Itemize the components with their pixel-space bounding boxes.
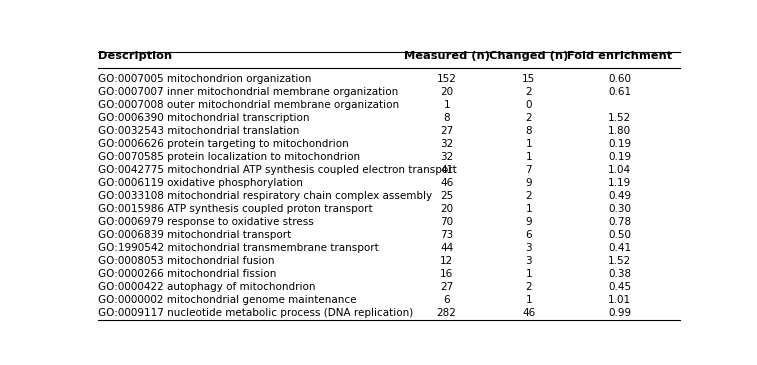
Text: 0.19: 0.19 [608,152,631,162]
Text: Changed (n): Changed (n) [489,51,569,61]
Text: 2: 2 [525,282,532,292]
Text: 0.19: 0.19 [608,139,631,149]
Text: 0.41: 0.41 [608,243,631,253]
Text: 1.80: 1.80 [608,126,631,136]
Text: GO:0000002 mitochondrial genome maintenance: GO:0000002 mitochondrial genome maintena… [98,295,356,305]
Text: 6: 6 [525,230,532,240]
Text: 1.52: 1.52 [608,113,631,123]
Text: GO:0042775 mitochondrial ATP synthesis coupled electron transport: GO:0042775 mitochondrial ATP synthesis c… [98,165,456,175]
Text: 1: 1 [444,100,450,110]
Text: 3: 3 [525,256,532,266]
Text: 3: 3 [525,243,532,253]
Text: 0.38: 0.38 [608,269,631,279]
Text: 27: 27 [440,282,453,292]
Text: 32: 32 [440,152,453,162]
Text: 16: 16 [440,269,453,279]
Text: 2: 2 [525,191,532,201]
Text: GO:0006979 response to oxidative stress: GO:0006979 response to oxidative stress [98,217,313,227]
Text: 9: 9 [525,217,532,227]
Text: 1.52: 1.52 [608,256,631,266]
Text: 46: 46 [440,178,453,188]
Text: GO:0008053 mitochondrial fusion: GO:0008053 mitochondrial fusion [98,256,274,266]
Text: 73: 73 [440,230,453,240]
Text: 44: 44 [440,243,453,253]
Text: GO:0032543 mitochondrial translation: GO:0032543 mitochondrial translation [98,126,299,136]
Text: 1: 1 [525,152,532,162]
Text: GO:0006839 mitochondrial transport: GO:0006839 mitochondrial transport [98,230,291,240]
Text: 152: 152 [437,74,456,84]
Text: 282: 282 [437,308,456,318]
Text: 0.78: 0.78 [608,217,631,227]
Text: 0.49: 0.49 [608,191,631,201]
Text: 41: 41 [440,165,453,175]
Text: GO:0006119 oxidative phosphorylation: GO:0006119 oxidative phosphorylation [98,178,303,188]
Text: 0.50: 0.50 [608,230,631,240]
Text: Description: Description [98,51,172,61]
Text: 1.01: 1.01 [608,295,631,305]
Text: 27: 27 [440,126,453,136]
Text: 1: 1 [525,139,532,149]
Text: Measured (n): Measured (n) [403,51,490,61]
Text: 6: 6 [444,295,450,305]
Text: 8: 8 [444,113,450,123]
Text: 1: 1 [525,295,532,305]
Text: GO:0000266 mitochondrial fission: GO:0000266 mitochondrial fission [98,269,276,279]
Text: 15: 15 [522,74,535,84]
Text: 32: 32 [440,139,453,149]
Text: GO:0000422 autophagy of mitochondrion: GO:0000422 autophagy of mitochondrion [98,282,315,292]
Text: 25: 25 [440,191,453,201]
Text: 2: 2 [525,113,532,123]
Text: 70: 70 [440,217,453,227]
Text: Fold enrichment: Fold enrichment [567,51,672,61]
Text: GO:0015986 ATP synthesis coupled proton transport: GO:0015986 ATP synthesis coupled proton … [98,204,372,214]
Text: GO:0009117 nucleotide metabolic process (DNA replication): GO:0009117 nucleotide metabolic process … [98,308,413,318]
Text: 0.30: 0.30 [608,204,631,214]
Text: 1: 1 [525,269,532,279]
Text: 1: 1 [525,204,532,214]
Text: GO:0070585 protein localization to mitochondrion: GO:0070585 protein localization to mitoc… [98,152,360,162]
Text: GO:0006390 mitochondrial transcription: GO:0006390 mitochondrial transcription [98,113,309,123]
Text: 0.60: 0.60 [608,74,631,84]
Text: 0: 0 [525,100,532,110]
Text: 1.19: 1.19 [608,178,631,188]
Text: 0.99: 0.99 [608,308,631,318]
Text: GO:0006626 protein targeting to mitochondrion: GO:0006626 protein targeting to mitochon… [98,139,348,149]
Text: 2: 2 [525,87,532,97]
Text: GO:0007007 inner mitochondrial membrane organization: GO:0007007 inner mitochondrial membrane … [98,87,398,97]
Text: GO:1990542 mitochondrial transmembrane transport: GO:1990542 mitochondrial transmembrane t… [98,243,378,253]
Text: 7: 7 [525,165,532,175]
Text: 0.61: 0.61 [608,87,631,97]
Text: 1.04: 1.04 [608,165,631,175]
Text: GO:0033108 mitochondrial respiratory chain complex assembly: GO:0033108 mitochondrial respiratory cha… [98,191,431,201]
Text: 12: 12 [440,256,453,266]
Text: 46: 46 [522,308,535,318]
Text: 0.45: 0.45 [608,282,631,292]
Text: 9: 9 [525,178,532,188]
Text: GO:0007008 outer mitochondrial membrane organization: GO:0007008 outer mitochondrial membrane … [98,100,399,110]
Text: 8: 8 [525,126,532,136]
Text: GO:0007005 mitochondrion organization: GO:0007005 mitochondrion organization [98,74,311,84]
Text: 20: 20 [440,87,453,97]
Text: 20: 20 [440,204,453,214]
